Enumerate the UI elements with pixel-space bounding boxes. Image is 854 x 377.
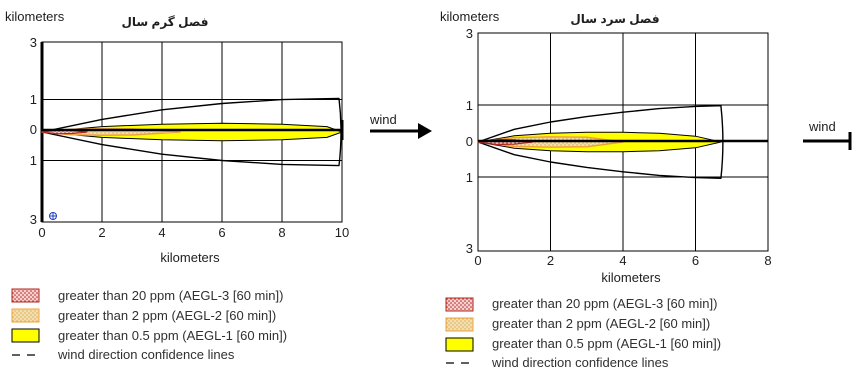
y-tick-label: 0 — [30, 122, 37, 137]
legend-label: wind direction confidence lines — [57, 347, 235, 362]
wind-arrow-icon — [803, 132, 852, 150]
legend-swatch-aegl2 — [445, 317, 474, 332]
legend-label: greater than 0.5 ppm (AEGL-1 [60 min]) — [492, 336, 721, 351]
legend: greater than 20 ppm (AEGL-3 [60 min]) gr… — [445, 296, 721, 370]
x-axis-label: kilometers — [601, 270, 661, 285]
legend-swatch-aegl3 — [11, 288, 40, 303]
wind-label: wind — [369, 112, 397, 127]
y-tick-label: 3 — [30, 212, 37, 227]
chart-title: فصل گرم سال — [121, 15, 208, 30]
wind-label: wind — [808, 119, 836, 134]
y-tick-label: 0 — [466, 134, 473, 149]
x-ticks: 0 2 4 6 8 10 — [38, 225, 349, 240]
chart-warm-season: kilometers فصل گرم سال 3 1 0 1 3 — [5, 9, 432, 362]
x-tick-label: 2 — [98, 225, 105, 240]
x-tick-label: 6 — [692, 253, 699, 268]
legend-swatch-aegl2 — [11, 308, 40, 323]
y-axis-label: kilometers — [5, 9, 65, 24]
x-tick-label: 4 — [619, 253, 626, 268]
x-tick-label: 2 — [547, 253, 554, 268]
legend-label: greater than 0.5 ppm (AEGL-1 [60 min]) — [58, 328, 287, 343]
x-axis-label: kilometers — [160, 250, 220, 265]
legend: greater than 20 ppm (AEGL-3 [60 min]) gr… — [11, 288, 287, 362]
y-tick-label: 3 — [30, 35, 37, 50]
x-ticks: 0 2 4 6 8 — [474, 253, 771, 268]
legend-swatch-aegl3 — [445, 297, 474, 312]
y-tick-label: 1 — [30, 92, 37, 107]
x-tick-label: 0 — [474, 253, 481, 268]
x-tick-label: 8 — [278, 225, 285, 240]
y-tick-label: 3 — [466, 241, 473, 256]
chart-cold-season: kilometers فصل سرد سال 3 1 0 1 3 0 2 4 6… — [440, 9, 852, 370]
x-tick-label: 10 — [335, 225, 349, 240]
legend-label: greater than 2 ppm (AEGL-2 [60 min]) — [492, 316, 710, 331]
y-ticks: 3 1 0 1 3 — [30, 35, 37, 227]
y-tick-label: 1 — [466, 170, 473, 185]
legend-label: greater than 20 ppm (AEGL-3 [60 min]) — [58, 288, 283, 303]
y-tick-label: 3 — [466, 26, 473, 41]
y-ticks: 3 1 0 1 3 — [466, 26, 473, 256]
y-axis-label: kilometers — [440, 9, 500, 24]
wind-arrow-icon — [370, 123, 432, 139]
legend-label: wind direction confidence lines — [491, 355, 669, 370]
y-tick-label: 1 — [466, 98, 473, 113]
y-tick-label: 1 — [30, 153, 37, 168]
chart-title: فصل سرد سال — [570, 12, 659, 26]
legend-label: greater than 20 ppm (AEGL-3 [60 min]) — [492, 296, 717, 311]
legend-swatch-aegl1 — [11, 328, 40, 343]
origin-marker-icon — [49, 212, 57, 220]
x-tick-label: 6 — [218, 225, 225, 240]
legend-swatch-aegl1 — [445, 337, 474, 352]
x-tick-label: 4 — [158, 225, 165, 240]
x-tick-label: 0 — [38, 225, 45, 240]
x-tick-label: 8 — [764, 253, 771, 268]
legend-label: greater than 2 ppm (AEGL-2 [60 min]) — [58, 308, 276, 323]
